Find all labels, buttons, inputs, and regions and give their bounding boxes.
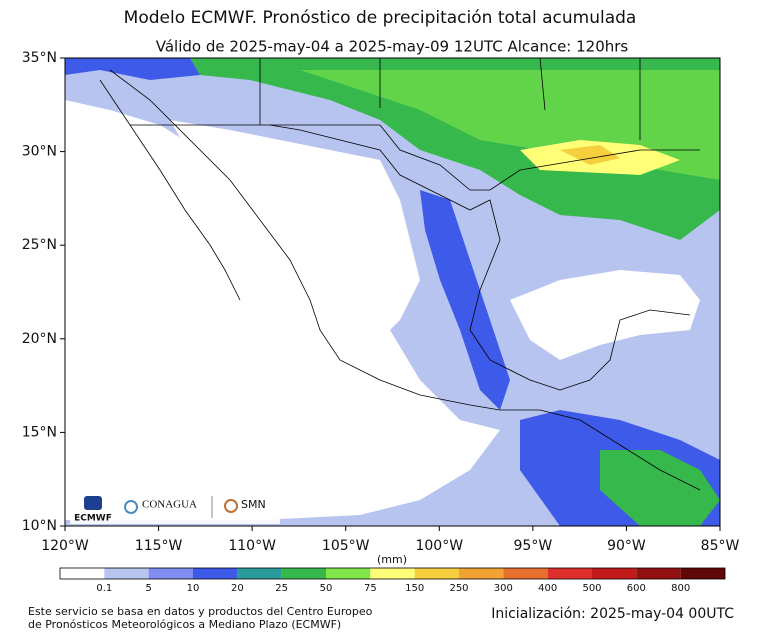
x-tick-label: 85°W [701, 538, 740, 554]
dry-area [65, 100, 500, 520]
colorbar-label: 10 [187, 583, 200, 594]
colorbar-swatch [326, 568, 371, 579]
colorbar-swatch [592, 568, 637, 579]
x-tick-label: 115°W [135, 538, 183, 554]
colorbar-swatch [60, 568, 105, 579]
rain-area [420, 190, 510, 410]
colorbar-swatch [237, 568, 282, 579]
colorbar-label: 150 [405, 583, 424, 594]
colorbar-label: 600 [627, 583, 646, 594]
map [64, 57, 721, 527]
colorbar-unit: (mm) [377, 553, 407, 566]
colorbar-label: 0.1 [96, 583, 112, 594]
colorbar-label: 500 [582, 583, 601, 594]
colorbar-label: 25 [275, 583, 288, 594]
subtitle: Válido de 2025-may-04 a 2025-may-09 12UT… [156, 38, 629, 56]
logo-text: CONAGUA [142, 499, 197, 511]
colorbar-swatch [680, 568, 725, 579]
colorbar-swatch [636, 568, 681, 579]
x-tick-label: 90°W [607, 538, 646, 554]
footer-right: Inicialización: 2025-may-04 00UTC [491, 606, 734, 622]
logo-text: SMN [241, 498, 266, 511]
coastlines [99, 57, 701, 491]
colorbar-label: 400 [538, 583, 557, 594]
rain-area [65, 58, 200, 80]
footer-left: Este servicio se basa en datos y product… [28, 605, 373, 618]
y-tick-label: 35°N [22, 50, 57, 66]
colorbar-swatch [193, 568, 238, 579]
colorbar-frame [59, 567, 726, 580]
y-tick-label: 30°N [22, 144, 57, 160]
colorbar-swatch [281, 568, 326, 579]
colorbar-label: 5 [145, 583, 151, 594]
logo-box: ECMWF CONAGUA SMN [70, 492, 280, 524]
dry-area [170, 120, 420, 350]
conagua-icon [124, 500, 138, 514]
colorbar-label: 20 [231, 583, 244, 594]
x-tick-label: 110°W [228, 538, 276, 554]
y-tick-label: 20°N [22, 331, 57, 347]
dry-area [510, 270, 700, 360]
x-tick-label: 105°W [322, 538, 370, 554]
y-tick-label: 10°N [22, 518, 57, 534]
logo-text: ECMWF [74, 514, 112, 524]
x-tick-label: 120°W [41, 538, 89, 554]
colorbar-swatch [104, 568, 149, 579]
logo-background [70, 492, 280, 524]
y-tick-label: 25°N [22, 237, 57, 253]
colorbar-swatch [370, 568, 415, 579]
colorbar-swatch [148, 568, 193, 579]
y-tick-label: 15°N [22, 424, 57, 440]
ecmwf-icon [84, 496, 102, 510]
colorbar-label: 75 [364, 583, 377, 594]
rain-area [600, 450, 720, 526]
colorbar-label: 800 [671, 583, 690, 594]
footer-left: de Pronósticos Meteorológicos a Mediano … [28, 618, 341, 631]
colorbar-label: 300 [494, 583, 513, 594]
colorbar-label: 250 [449, 583, 468, 594]
colorbar-swatch [503, 568, 548, 579]
map-frame [64, 57, 721, 527]
x-tick-label: 95°W [514, 538, 553, 554]
colorbar-swatch [547, 568, 592, 579]
colorbar-label: 50 [320, 583, 333, 594]
smn-icon [224, 499, 238, 513]
rain-area [560, 145, 620, 165]
colorbar-swatch [414, 568, 459, 579]
title: Modelo ECMWF. Pronóstico de precipitació… [124, 8, 637, 28]
colorbar-swatch [459, 568, 504, 579]
x-tick-label: 100°W [415, 538, 463, 554]
